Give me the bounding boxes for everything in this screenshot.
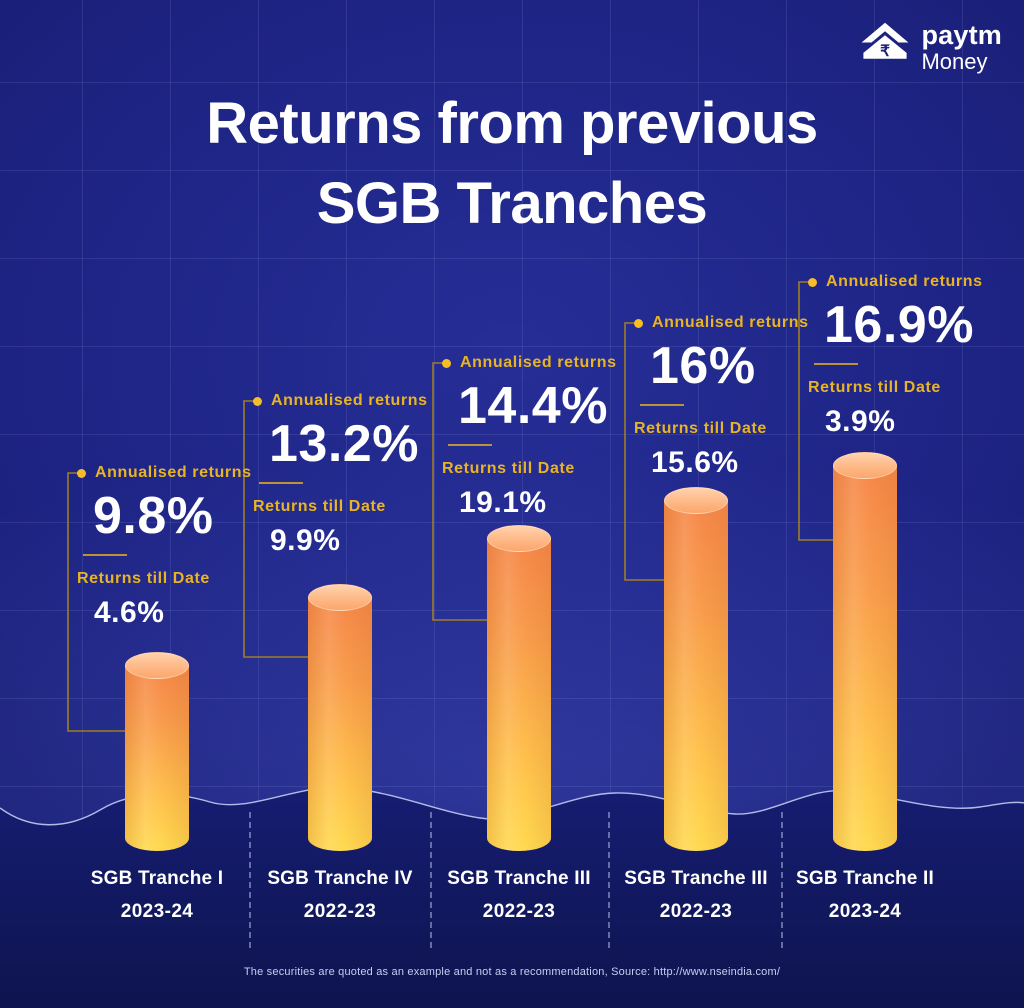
annualised-returns-label: Annualised returns (271, 392, 428, 409)
annualised-returns-label: Annualised returns (826, 273, 983, 290)
returns-till-date-label: Returns till Date (634, 420, 767, 437)
category-separator-dashed (248, 812, 251, 948)
cylinder-bar-body (664, 500, 728, 851)
returns-till-date-value: 19.1% (459, 486, 547, 519)
annotation-divider (814, 363, 858, 365)
annualised-returns-label: Annualised returns (460, 354, 617, 371)
annotation-header: Annualised returns (77, 464, 307, 482)
tranche-year: 2022-23 (303, 901, 377, 922)
annotation-callout: Annualised returns 14.4% Returns till Da… (442, 354, 672, 518)
paytm-money-triangle-icon: ₹ (862, 22, 909, 60)
tranche-year: 2022-23 (659, 901, 733, 922)
logo-text: paytm Money (921, 19, 1002, 74)
cylinder-bar (308, 584, 372, 851)
cylinder-bar (125, 652, 189, 851)
annotation-callout: Annualised returns 13.2% Returns till Da… (253, 392, 483, 556)
bottom-wave-shape (0, 787, 1024, 1008)
tranche-year: 2023-24 (828, 901, 902, 922)
annualised-returns-label: Annualised returns (652, 314, 809, 331)
returns-till-date-label: Returns till Date (808, 379, 941, 396)
annotation-divider (83, 554, 127, 556)
cylinder-bar-body (487, 538, 551, 851)
annualised-returns-value: 16% (650, 337, 756, 395)
category-label: SGB Tranche III 2022-23 (596, 868, 796, 923)
annualised-returns-value: 9.8% (93, 487, 214, 545)
cylinder-bar-body (308, 597, 372, 851)
tranche-name: SGB Tranche I (90, 868, 224, 889)
cylinder-bar-top-cap (833, 452, 897, 479)
rupee-glyph: ₹ (881, 43, 891, 60)
returns-till-date-label: Returns till Date (253, 498, 386, 515)
annotation-divider (259, 482, 303, 484)
cylinder-bar-top-cap (308, 584, 372, 611)
annotation-callout: Annualised returns 16.9% Returns till Da… (808, 273, 1024, 437)
bullet-dot-icon (442, 358, 451, 368)
bullet-dot-icon (808, 277, 817, 287)
tranche-name: SGB Tranche IV (267, 868, 413, 889)
annotation-callout: Annualised returns 16% Returns till Date… (634, 314, 864, 478)
annotation-divider (448, 444, 492, 446)
category-label: SGB Tranche II 2023-24 (765, 868, 965, 923)
annualised-returns-value: 16.9% (824, 296, 974, 354)
page-title-line2: SGB Tranches (316, 171, 708, 237)
tranche-name: SGB Tranche III (447, 868, 591, 889)
tranche-year: 2022-23 (482, 901, 556, 922)
annotation-header: Annualised returns (442, 354, 672, 372)
category-label: SGB Tranche IV 2022-23 (240, 868, 440, 923)
bullet-dot-icon (253, 396, 262, 406)
tranche-name: SGB Tranche III (624, 868, 768, 889)
tranche-name: SGB Tranche II (796, 868, 934, 889)
bullet-dot-icon (634, 318, 643, 328)
connector-layer (67, 281, 835, 732)
cylinder-bar-body (125, 665, 189, 851)
cylinder-bar (833, 452, 897, 851)
paytm-money-logo: ₹ paytm Money (858, 20, 1002, 74)
annotation-connector-line (624, 322, 666, 581)
page-title: Returns from previous SGB Tranches (0, 84, 1024, 244)
tranche-year: 2023-24 (120, 901, 194, 922)
annotation-connector-line (432, 362, 489, 621)
category-separator-dashed (429, 812, 432, 948)
returns-till-date-value: 9.9% (270, 524, 341, 557)
bullet-dot-icon (77, 468, 86, 478)
returns-till-date-value: 4.6% (94, 596, 165, 629)
annotation-header: Annualised returns (253, 392, 483, 410)
annotation-connector-line (67, 472, 127, 732)
category-label: SGB Tranche I 2023-24 (57, 868, 257, 923)
annotation-header: Annualised returns (634, 314, 864, 332)
annotation-connector-line (243, 400, 310, 658)
annotation-header: Annualised returns (808, 273, 1024, 291)
returns-till-date-value: 15.6% (651, 446, 739, 479)
returns-till-date-value: 3.9% (825, 405, 896, 438)
logo-sub: Money (921, 48, 988, 74)
category-separator-dashed (780, 812, 783, 948)
annotation-divider (640, 404, 684, 406)
page-title-line1: Returns from previous (206, 91, 818, 156)
cylinder-bar-body (833, 465, 897, 851)
category-separator-dashed (607, 812, 610, 948)
annotation-callout: Annualised returns 9.8% Returns till Dat… (77, 464, 307, 628)
cylinder-bar-top-cap (125, 652, 189, 679)
logo-brand: paytm (921, 19, 1002, 50)
annualised-returns-value: 14.4% (458, 377, 608, 435)
cylinder-bar-top-cap (487, 525, 551, 552)
cylinder-bar (664, 487, 728, 851)
category-label: SGB Tranche III 2022-23 (419, 868, 619, 923)
cylinder-bar-top-cap (664, 487, 728, 514)
annualised-returns-label: Annualised returns (95, 464, 252, 481)
annualised-returns-value: 13.2% (269, 415, 419, 473)
annotation-connector-line (798, 281, 835, 541)
disclaimer-text: The securities are quoted as an example … (243, 966, 781, 978)
returns-till-date-label: Returns till Date (442, 460, 575, 477)
cylinder-bar (487, 525, 551, 851)
returns-till-date-label: Returns till Date (77, 570, 210, 587)
